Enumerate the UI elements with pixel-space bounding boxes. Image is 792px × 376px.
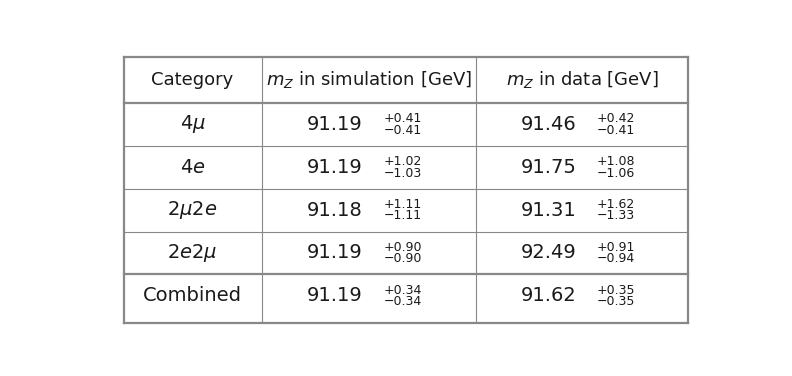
- Text: +0.91: +0.91: [597, 241, 635, 254]
- Text: $4e$: $4e$: [180, 158, 205, 177]
- Text: Category: Category: [151, 71, 234, 89]
- Text: +1.08: +1.08: [597, 155, 635, 168]
- Text: −1.06: −1.06: [597, 167, 635, 180]
- Text: 91.46: 91.46: [520, 115, 577, 134]
- Text: +1.62: +1.62: [597, 198, 635, 211]
- Text: 91.19: 91.19: [307, 287, 363, 305]
- Text: +1.11: +1.11: [383, 198, 422, 211]
- Text: −1.11: −1.11: [384, 209, 422, 223]
- Text: $2\mu2e$: $2\mu2e$: [167, 199, 218, 221]
- Text: +0.90: +0.90: [383, 241, 422, 254]
- Text: +0.42: +0.42: [597, 112, 635, 125]
- Text: −0.90: −0.90: [383, 252, 422, 265]
- Text: 91.19: 91.19: [307, 158, 363, 177]
- Text: 91.62: 91.62: [520, 287, 577, 305]
- Text: 91.19: 91.19: [307, 115, 363, 134]
- Text: 91.75: 91.75: [520, 158, 577, 177]
- Text: −1.03: −1.03: [383, 167, 422, 180]
- Text: +0.34: +0.34: [383, 284, 422, 297]
- Text: −1.33: −1.33: [597, 209, 635, 223]
- Text: +0.41: +0.41: [383, 112, 422, 125]
- Text: −0.94: −0.94: [597, 252, 635, 265]
- Text: 92.49: 92.49: [520, 244, 577, 262]
- Text: $m_Z$ in simulation [GeV]: $m_Z$ in simulation [GeV]: [266, 69, 472, 90]
- Text: −0.41: −0.41: [383, 124, 422, 137]
- Text: $m_Z$ in data [GeV]: $m_Z$ in data [GeV]: [506, 69, 659, 90]
- Text: −0.34: −0.34: [383, 295, 422, 308]
- Text: 91.19: 91.19: [307, 244, 363, 262]
- Text: +1.02: +1.02: [383, 155, 422, 168]
- Text: $2e2\mu$: $2e2\mu$: [167, 242, 218, 264]
- Text: $4\mu$: $4\mu$: [180, 114, 206, 135]
- Text: 91.31: 91.31: [520, 201, 577, 220]
- Text: −0.35: −0.35: [597, 295, 635, 308]
- Text: +0.35: +0.35: [597, 284, 635, 297]
- Text: 91.18: 91.18: [307, 201, 363, 220]
- Text: Combined: Combined: [143, 287, 242, 305]
- Text: −0.41: −0.41: [597, 124, 635, 137]
